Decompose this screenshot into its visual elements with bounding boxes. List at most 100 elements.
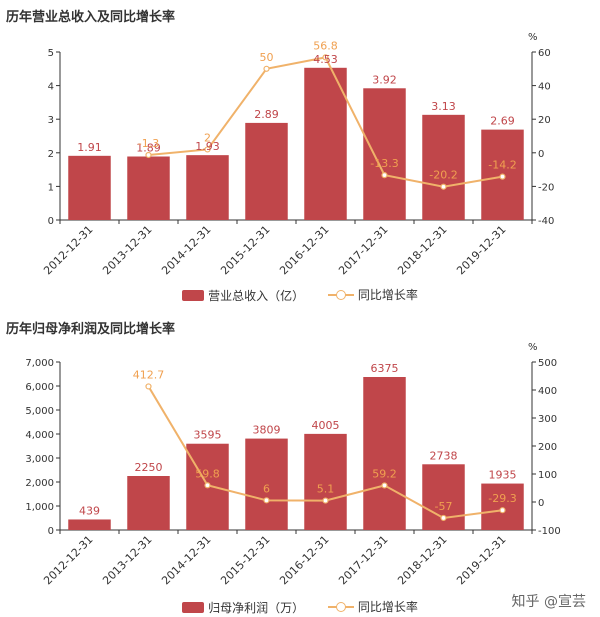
bar xyxy=(68,519,111,530)
legend-bar-label: 归母净利润（万） xyxy=(208,600,305,615)
left-tick-label: 4 xyxy=(48,82,54,93)
legend-item-bar[interactable]: 归母净利润（万） xyxy=(182,599,304,616)
legend-line-label: 同比增长率 xyxy=(357,288,418,302)
x-tick-label: 2012-12-31 xyxy=(41,533,95,587)
left-tick-label: 4,000 xyxy=(25,430,54,441)
growth-point xyxy=(440,514,447,522)
bar-value-label: 1.91 xyxy=(77,141,102,154)
right-tick-label: 300 xyxy=(538,414,557,425)
bar-value-label: 2738 xyxy=(430,449,458,462)
bar xyxy=(363,88,406,221)
bar xyxy=(127,476,170,530)
x-tick-label: 2013-12-31 xyxy=(100,223,154,277)
left-tick-label: 5 xyxy=(48,48,54,59)
growth-value-label: 2 xyxy=(204,131,211,144)
bar-value-label: 3809 xyxy=(253,424,281,437)
bar-value-label: 4.53 xyxy=(313,53,338,66)
x-tick-label: 2017-12-31 xyxy=(336,223,390,277)
right-tick-label: -40 xyxy=(538,216,554,227)
watermark: 知乎 @宣芸 xyxy=(511,594,586,610)
right-tick-label: 0 xyxy=(538,498,544,509)
growth-point xyxy=(381,482,388,489)
x-tick-label: 2013-12-31 xyxy=(100,533,154,587)
right-tick-label: 20 xyxy=(538,115,551,126)
left-tick-label: 7,000 xyxy=(25,358,54,369)
left-tick-label: 2,000 xyxy=(25,478,54,489)
x-tick-label: 2017-12-31 xyxy=(336,533,390,587)
bar xyxy=(245,122,288,220)
bar xyxy=(363,377,406,530)
x-tick-label: 2014-12-31 xyxy=(159,533,213,587)
growth-value-label: -14.2 xyxy=(488,159,516,172)
x-tick-label: 2014-12-31 xyxy=(159,223,213,277)
growth-value-label: -20.2 xyxy=(429,169,457,182)
right-tick-label: 200 xyxy=(538,442,557,453)
x-tick-label: 2015-12-31 xyxy=(218,223,272,277)
growth-point xyxy=(499,507,506,514)
x-tick-label: 2012-12-31 xyxy=(41,223,95,277)
growth-value-label: -13.3 xyxy=(370,157,398,170)
bar-value-label: 3.13 xyxy=(431,100,456,113)
legend-line-swatch xyxy=(327,601,354,613)
left-tick-label: 5,000 xyxy=(25,406,54,417)
bar-value-label: 6375 xyxy=(371,362,399,375)
left-tick-label: 1,000 xyxy=(25,502,54,513)
bar xyxy=(422,114,465,220)
growth-point xyxy=(204,482,211,489)
bar-value-label: 1.93 xyxy=(195,140,220,153)
right-tick-label: 40 xyxy=(538,82,551,93)
x-tick-label: 2015-12-31 xyxy=(218,533,272,587)
bar-value-label: 2250 xyxy=(135,461,163,474)
growth-value-label: 5.1 xyxy=(317,483,335,496)
legend-bar-label: 营业总收入（亿） xyxy=(208,288,305,303)
profit-chart: 0 1,000 2,000 3,000 4,000 5,000 6,000 7,000 -100… xyxy=(25,342,561,587)
profit-chart-panel: 历年归母净利润及同比增长率 0 1,000 2,000 3,000 4,000 5,000… xyxy=(0,312,600,617)
growth-point xyxy=(263,497,270,504)
legend-item-bar[interactable]: 营业总收入（亿） xyxy=(182,287,304,304)
x-tick-label: 2018-12-31 xyxy=(395,533,449,587)
growth-value-label: 412.7 xyxy=(133,368,165,381)
bar xyxy=(245,438,288,530)
growth-value-label: 56.8 xyxy=(313,39,338,52)
legend-item-line[interactable]: 同比增长率 xyxy=(327,598,418,615)
bar-value-label: 2.89 xyxy=(254,108,279,121)
right-tick-label: 0 xyxy=(538,149,544,160)
growth-point xyxy=(322,497,329,504)
chart-legend: 营业总收入（亿） 同比增长率 xyxy=(0,286,600,304)
x-tick-label: 2019-12-31 xyxy=(454,223,508,277)
chart-title: 历年归母净利润及同比增长率 xyxy=(6,322,176,337)
growth-value-label: 6 xyxy=(263,482,270,495)
left-tick-label: 1 xyxy=(48,182,54,193)
bar xyxy=(68,155,111,220)
bar xyxy=(127,156,170,220)
bar xyxy=(304,433,347,530)
right-tick-label: 500 xyxy=(538,358,557,369)
left-tick-label: 2 xyxy=(48,149,54,160)
growth-point xyxy=(145,383,152,390)
right-tick-label: -100 xyxy=(538,526,561,537)
left-tick-label: 0 xyxy=(48,216,54,227)
chart-title: 历年营业总收入及同比增长率 xyxy=(6,10,176,25)
growth-point xyxy=(145,151,152,159)
growth-value-label: 50 xyxy=(260,51,274,64)
revenue-chart-panel: 历年营业总收入及同比增长率 0 1 2 3 4 5 -40 -20 0 20 40 60% 2012-1… xyxy=(0,0,600,305)
x-tick-label: 2016-12-31 xyxy=(277,223,331,277)
left-tick-label: 6,000 xyxy=(25,382,54,393)
bar xyxy=(186,155,229,220)
bar-value-label: 1935 xyxy=(489,469,517,482)
bar-value-label: 2.69 xyxy=(490,115,515,128)
legend-item-line[interactable]: 同比增长率 xyxy=(327,286,418,303)
x-tick-label: 2018-12-31 xyxy=(395,223,449,277)
growth-value-label: -57 xyxy=(435,500,453,513)
growth-point xyxy=(322,54,329,61)
right-tick-label: 100 xyxy=(538,470,557,481)
legend-bar-swatch xyxy=(182,289,205,301)
left-tick-label: 0 xyxy=(48,526,54,537)
growth-value-label: 59.8 xyxy=(195,467,220,480)
bar-value-label: 3.92 xyxy=(372,73,397,86)
right-tick-label: 60 xyxy=(538,48,551,59)
bar-value-label: 1.89 xyxy=(136,141,161,154)
legend-bar-swatch xyxy=(182,601,205,613)
right-tick-label: -20 xyxy=(538,182,554,193)
growth-point xyxy=(263,65,270,72)
